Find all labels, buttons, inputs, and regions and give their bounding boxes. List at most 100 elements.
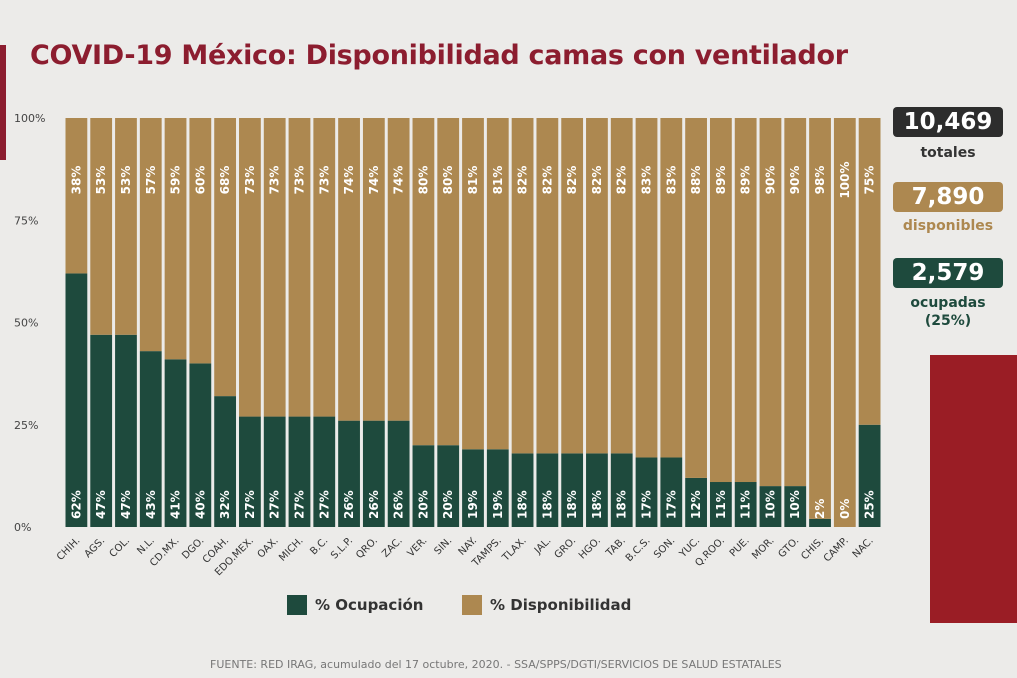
bar-disponibilidad [734, 118, 757, 483]
bar-ocupacion [511, 453, 534, 527]
label-disponibilidad: 83% [664, 166, 678, 195]
bar-disponibilidad [809, 118, 831, 519]
totales-value: 10,469 [893, 107, 1003, 137]
label-ocupacion: 26% [342, 490, 356, 519]
bar-ocupacion [115, 334, 137, 527]
bar-disponibilidad [833, 118, 856, 527]
label-ocupacion: 40% [193, 490, 207, 519]
bar-ocupacion [858, 424, 881, 527]
legend-swatch [287, 595, 307, 615]
label-disponibilidad: 73% [317, 166, 331, 195]
x-tick-label: S.L.P. [329, 535, 355, 561]
x-tick-label: PUE. [728, 535, 752, 559]
label-disponibilidad: 80% [441, 166, 455, 195]
y-tick-label: 0% [14, 521, 31, 534]
bar-disponibilidad [362, 118, 385, 421]
bar-ocupacion [313, 416, 336, 527]
y-tick-label: 75% [14, 214, 38, 227]
video-inset [930, 355, 1017, 623]
bar-disponibilidad [115, 118, 137, 335]
x-tick-label: N.L. [135, 535, 157, 557]
bar-disponibilidad [610, 118, 633, 454]
label-disponibilidad: 82% [516, 166, 530, 195]
legend-label: % Ocupación [315, 596, 424, 614]
legend-swatch [462, 595, 482, 615]
bar-disponibilidad [685, 118, 707, 478]
label-disponibilidad: 89% [739, 166, 753, 195]
bar-ocupacion [759, 486, 782, 527]
ocupadas-value: 2,579 [893, 258, 1003, 288]
bar-disponibilidad [65, 118, 88, 274]
bar-disponibilidad [263, 118, 286, 417]
label-ocupacion: 41% [169, 490, 183, 519]
label-ocupacion: 19% [466, 490, 480, 519]
x-tick-label: CAMP. [822, 535, 851, 564]
bar-disponibilidad [462, 118, 484, 450]
legend-ocupacion: % Ocupación [287, 595, 423, 615]
label-disponibilidad: 74% [367, 166, 381, 195]
bar-disponibilidad [288, 118, 311, 417]
label-ocupacion: 26% [392, 490, 406, 519]
bar-disponibilidad [338, 118, 360, 421]
label-ocupacion: 2% [813, 499, 827, 519]
bar-ocupacion [610, 453, 633, 527]
x-tick-label: TLAX. [500, 535, 529, 564]
bar-disponibilidad [561, 118, 584, 454]
bar-disponibilidad [784, 118, 807, 487]
source-note: FUENTE: RED IRAG, acumulado del 17 octub… [210, 658, 782, 671]
x-tick-label: GRO. [553, 535, 579, 561]
legend-label: % Disponibilidad [490, 596, 632, 614]
label-ocupacion: 27% [317, 490, 331, 519]
bar-disponibilidad [387, 118, 410, 421]
ocupadas-label: ocupadas [910, 295, 986, 311]
label-disponibilidad: 100% [838, 161, 852, 198]
bar-disponibilidad [635, 118, 658, 458]
x-tick-label: VER. [406, 535, 430, 559]
label-disponibilidad: 81% [491, 166, 505, 195]
label-ocupacion: 62% [69, 490, 83, 519]
label-ocupacion: 18% [615, 490, 629, 519]
label-ocupacion: 11% [739, 490, 753, 519]
x-tick-label: MOR. [750, 535, 776, 561]
y-tick-label: 100% [14, 112, 45, 125]
x-tick-label: NAC. [851, 535, 876, 560]
label-disponibilidad: 82% [565, 166, 579, 195]
bar-disponibilidad [214, 118, 237, 397]
page-title: COVID-19 México: Disponibilidad camas co… [30, 40, 848, 71]
label-disponibilidad: 60% [193, 166, 207, 195]
x-tick-label: GTO. [777, 535, 802, 560]
label-disponibilidad: 80% [416, 166, 430, 195]
label-ocupacion: 27% [243, 490, 257, 519]
bar-disponibilidad [660, 118, 683, 458]
x-tick-label: CHIH. [55, 535, 83, 563]
bar-ocupacion [362, 420, 385, 527]
bar-ocupacion [809, 518, 831, 527]
label-ocupacion: 19% [491, 490, 505, 519]
label-disponibilidad: 88% [689, 166, 703, 195]
bar-ocupacion [734, 482, 757, 527]
label-ocupacion: 18% [540, 490, 554, 519]
label-ocupacion: 27% [268, 490, 282, 519]
bar-disponibilidad [239, 118, 261, 417]
label-ocupacion: 18% [590, 490, 604, 519]
bar-ocupacion [288, 416, 311, 527]
label-disponibilidad: 82% [615, 166, 629, 195]
bar-disponibilidad [759, 118, 782, 487]
label-ocupacion: 43% [144, 490, 158, 519]
label-disponibilidad: 73% [292, 166, 306, 195]
bar-disponibilidad [412, 118, 435, 446]
bar-ocupacion [709, 482, 732, 527]
label-disponibilidad: 57% [144, 166, 158, 195]
bar-ocupacion [536, 453, 559, 527]
bar-ocupacion [412, 445, 435, 527]
label-ocupacion: 20% [416, 490, 430, 519]
bar-disponibilidad [189, 118, 212, 364]
bar-ocupacion [139, 351, 162, 527]
x-tick-label: B.C.S. [624, 535, 653, 564]
bar-ocupacion [338, 420, 360, 527]
bar-ocupacion [90, 334, 113, 527]
bar-disponibilidad [313, 118, 336, 417]
bar-ocupacion [214, 396, 237, 527]
x-tick-label: AGS. [83, 535, 108, 560]
